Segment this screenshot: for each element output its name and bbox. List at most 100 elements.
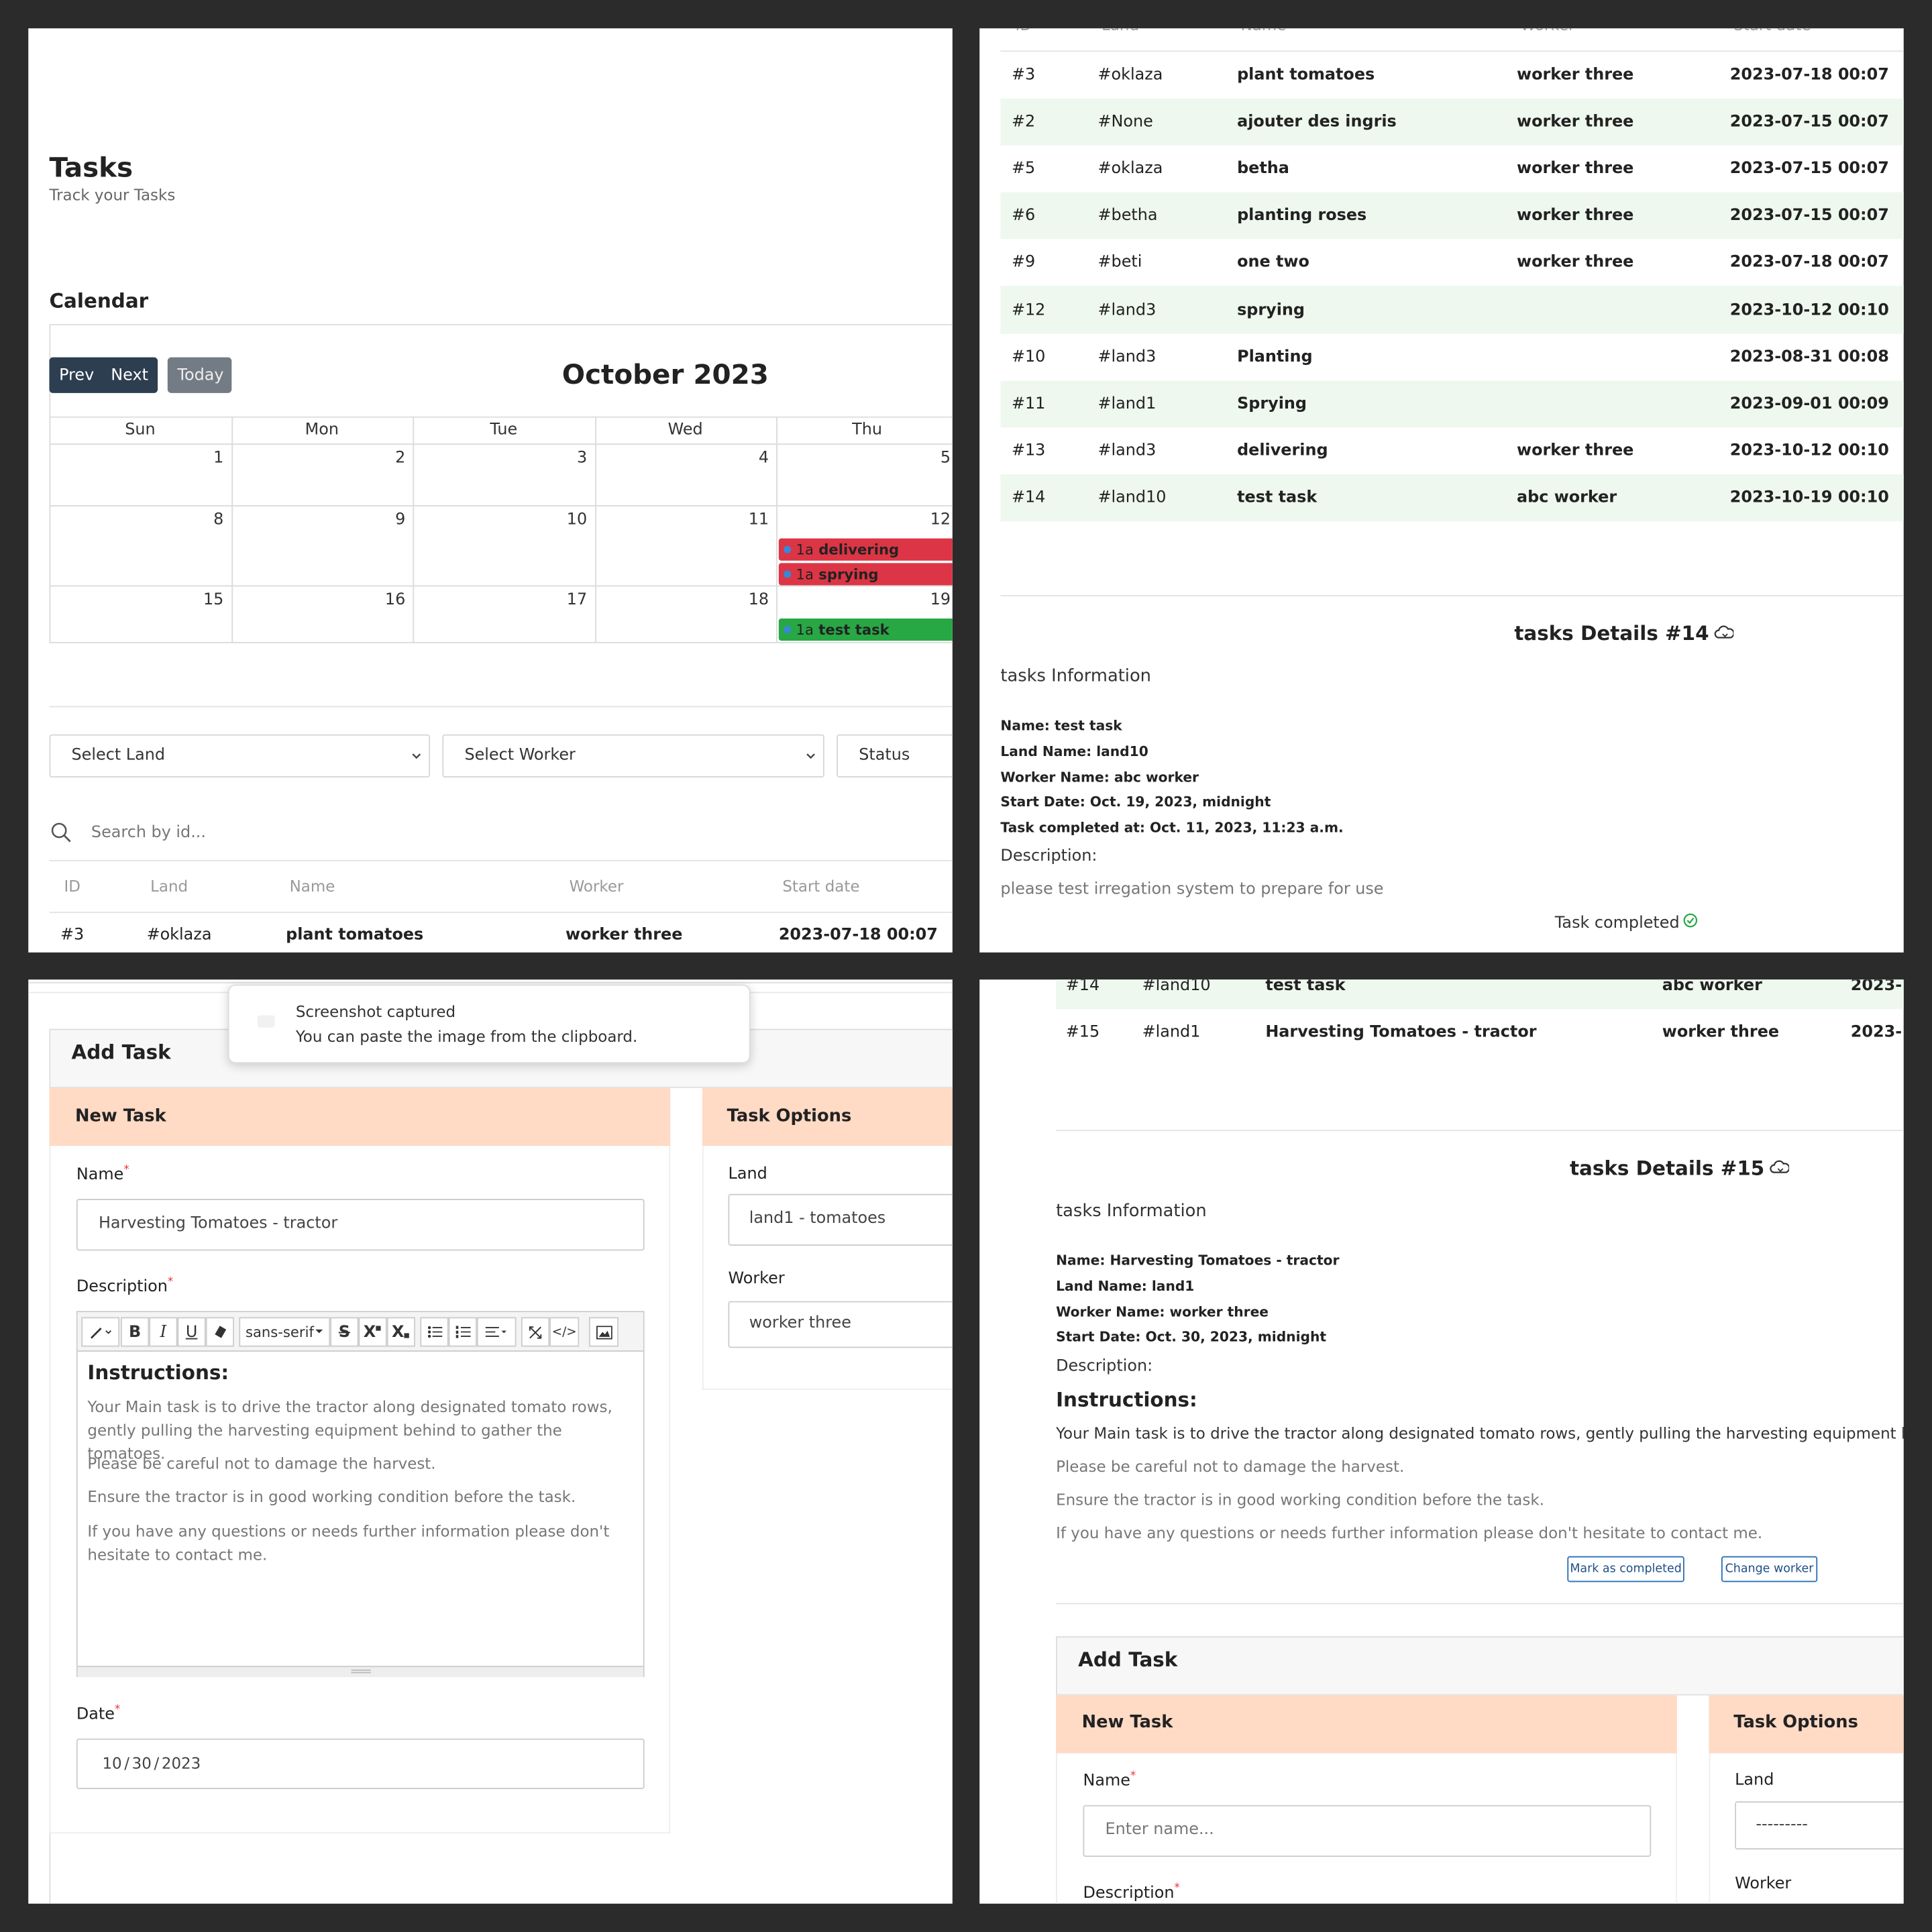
field-label: Worker bbox=[1735, 1875, 1791, 1894]
land-select[interactable] bbox=[728, 1193, 953, 1246]
toolbar-button[interactable] bbox=[205, 1317, 234, 1347]
label-text: Worker bbox=[728, 1269, 785, 1289]
field-label: Name* bbox=[1083, 1770, 1136, 1790]
name-input[interactable] bbox=[1083, 1805, 1652, 1857]
toolbar-icon bbox=[376, 1326, 382, 1338]
table-cell: worker three bbox=[1517, 441, 1634, 460]
worker-select[interactable] bbox=[728, 1301, 953, 1348]
required-mark: * bbox=[114, 1703, 121, 1717]
action-label: Mark as completed bbox=[1570, 1562, 1682, 1576]
toast-title: Screenshot captured bbox=[295, 1002, 456, 1021]
day-number: 4 bbox=[758, 449, 769, 468]
row-stripe bbox=[1000, 286, 1904, 333]
field-label: Date* bbox=[76, 1704, 120, 1724]
row-stripe bbox=[1000, 474, 1904, 521]
table-cell: betha bbox=[1237, 160, 1289, 178]
field-label: Name* bbox=[76, 1164, 129, 1184]
select-value: --------- bbox=[1756, 1815, 1808, 1834]
weekday: Mon bbox=[305, 421, 339, 439]
table-cell: Harvesting Tomatoes - tractor bbox=[1265, 1023, 1537, 1042]
toolbar-icon bbox=[596, 1325, 612, 1339]
toolbar-icon bbox=[213, 1324, 227, 1339]
field-label: Land bbox=[729, 1165, 767, 1184]
toolbar-label: </> bbox=[551, 1325, 577, 1339]
table-cell: #land1 bbox=[1097, 394, 1157, 413]
toolbar-button[interactable]: S bbox=[330, 1317, 359, 1347]
calendar-event[interactable]: 1a test task bbox=[778, 619, 953, 641]
table-cell: #14 bbox=[1011, 488, 1046, 507]
table-cell: #15 bbox=[1065, 1023, 1100, 1042]
toolbar-button[interactable]: X bbox=[358, 1317, 387, 1347]
day-number: 18 bbox=[748, 590, 769, 610]
toolbar-button[interactable] bbox=[476, 1317, 517, 1347]
toolbar-button[interactable]: I bbox=[149, 1317, 178, 1347]
table-cell: #9 bbox=[1011, 254, 1036, 272]
divider bbox=[1056, 1130, 1904, 1132]
toolbar-button[interactable] bbox=[521, 1317, 550, 1347]
detail-field: Name: test task bbox=[1000, 717, 1122, 734]
task-details-panel: #14 #land10 test task abc worker 2023-1 #15 #l… bbox=[979, 979, 1904, 1904]
options-header bbox=[1709, 1695, 1904, 1754]
toolbar-button[interactable]: </> bbox=[549, 1317, 580, 1347]
land-select[interactable] bbox=[1735, 1801, 1904, 1849]
divider bbox=[49, 706, 953, 708]
filter-select[interactable] bbox=[837, 734, 953, 777]
toolbar-button[interactable]: U bbox=[177, 1317, 206, 1347]
table-cell: worker three bbox=[1662, 1023, 1780, 1042]
required-mark: * bbox=[123, 1164, 129, 1177]
toolbar-icon bbox=[485, 1326, 508, 1338]
name-input[interactable] bbox=[76, 1199, 645, 1251]
toolbar-button[interactable] bbox=[448, 1317, 477, 1347]
paragraph: Your Main task is to drive the tractor a… bbox=[87, 1397, 612, 1463]
toolbar-button[interactable]: X bbox=[386, 1317, 415, 1347]
weekday: Sun bbox=[125, 421, 156, 439]
action-label: Change worker bbox=[1725, 1562, 1814, 1576]
day-cell bbox=[231, 505, 415, 587]
date-input[interactable] bbox=[76, 1738, 645, 1789]
toolbar-button[interactable] bbox=[588, 1317, 619, 1347]
table-cell: worker three bbox=[1517, 66, 1634, 85]
input-placeholder: Enter name... bbox=[1105, 1820, 1214, 1839]
new-task-header bbox=[49, 1087, 671, 1146]
calendar-event[interactable]: 1a delivering bbox=[778, 538, 953, 561]
table-cell: 2023-07-18 00:07 bbox=[1729, 254, 1889, 272]
divider bbox=[49, 860, 953, 861]
table-cell: #land3 bbox=[1097, 441, 1157, 460]
instructions-heading: Instructions: bbox=[1056, 1388, 1197, 1411]
toast-icon bbox=[257, 1015, 275, 1028]
row-stripe bbox=[1056, 979, 1904, 1010]
label-text: Land bbox=[1735, 1771, 1774, 1790]
toolbar-button[interactable]: sans-serif bbox=[239, 1317, 331, 1347]
toolbar-icon bbox=[88, 1324, 113, 1339]
required-mark: * bbox=[1174, 1882, 1180, 1895]
filter-label: Select Land bbox=[71, 746, 166, 765]
toolbar-label: sans-serif bbox=[245, 1323, 314, 1341]
day-number: 16 bbox=[384, 590, 406, 610]
table-cell: #land10 bbox=[1142, 979, 1211, 996]
field-label: Worker bbox=[729, 1270, 785, 1289]
toolbar-button[interactable] bbox=[81, 1317, 120, 1347]
table-cell: #5 bbox=[1011, 160, 1036, 178]
details-title: tasks Details #14 bbox=[1514, 622, 1735, 645]
card-title: Add Task bbox=[1078, 1648, 1178, 1672]
toolbar-label: S bbox=[338, 1322, 350, 1342]
today-button[interactable]: Today bbox=[177, 366, 224, 385]
label-text: Land bbox=[728, 1165, 767, 1184]
prev-button[interactable]: Prev bbox=[59, 366, 95, 385]
table-cell: 2023-07-18 00:07 bbox=[778, 926, 938, 945]
search-input[interactable]: Search by id... bbox=[91, 823, 206, 843]
calendar-month: October 2023 bbox=[561, 360, 769, 392]
toolbar-button[interactable] bbox=[420, 1317, 449, 1347]
action-button[interactable]: Mark as completed bbox=[1567, 1556, 1684, 1582]
next-button[interactable]: Next bbox=[111, 366, 148, 385]
filter-label: Select Worker bbox=[464, 746, 576, 765]
filter-select[interactable] bbox=[442, 734, 824, 777]
calendar-event[interactable]: 1a sprying bbox=[778, 563, 953, 586]
action-button[interactable]: Change worker bbox=[1721, 1556, 1818, 1582]
event-name: test task bbox=[818, 621, 890, 639]
day-number: 2 bbox=[395, 449, 406, 468]
event-time: 1a bbox=[796, 566, 814, 583]
toolbar-button[interactable]: B bbox=[121, 1317, 150, 1347]
filter-select[interactable] bbox=[49, 734, 431, 777]
